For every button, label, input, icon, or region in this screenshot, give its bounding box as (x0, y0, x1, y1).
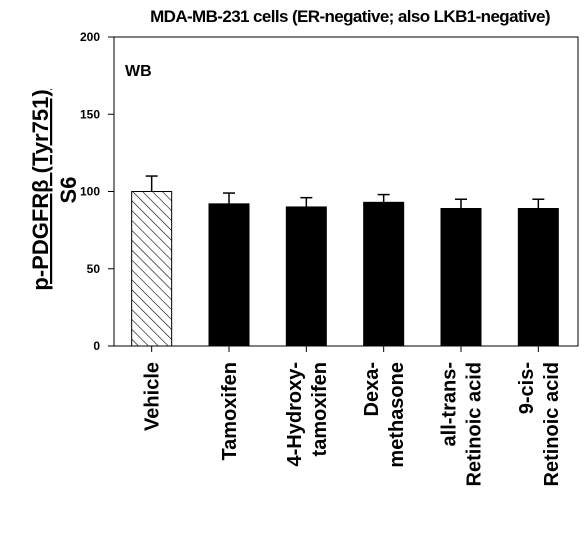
plot-frame (114, 37, 578, 346)
y-axis-label-numerator: p-PDGFRβ (Tyr751) (28, 89, 53, 290)
y-axis-label: p-PDGFRβ (Tyr751) S6 (28, 89, 81, 290)
y-tick-label: 0 (93, 339, 100, 353)
x-category-label-line: all-trans- (439, 362, 461, 446)
y-tick-label: 50 (87, 262, 101, 276)
x-category-label-line: 9-cis- (516, 362, 538, 414)
x-category-label-line: tamoxifen (309, 362, 331, 456)
x-category-label: 4-Hydroxy-tamoxifen (284, 362, 331, 466)
wb-annotation: WB (125, 63, 152, 80)
x-category-label: Vehicle (142, 362, 164, 431)
bar (518, 208, 558, 346)
x-category-label: Dexa-methasone (361, 362, 408, 468)
x-category-label-line: Tamoxifen (219, 362, 241, 461)
x-category-label: Tamoxifen (219, 362, 241, 461)
x-category-label-line: Retinoic acid (464, 362, 486, 486)
x-category-label-line: Retinoic acid (541, 362, 563, 486)
x-category-label-line: 4-Hydroxy- (284, 362, 306, 466)
chart-title: MDA-MB-231 cells (ER-negative; also LKB1… (150, 7, 550, 26)
x-category-label: all-trans- Retinoic acid (439, 362, 486, 486)
x-category-label-line: methasone (386, 362, 408, 468)
x-category-label-line: Vehicle (142, 362, 164, 431)
bar (132, 192, 172, 347)
bar (364, 202, 404, 346)
y-tick-label: 200 (80, 30, 100, 44)
y-tick-label: 150 (80, 107, 100, 121)
bar (441, 208, 481, 346)
bars (132, 176, 559, 346)
x-category-label-line: Dexa- (361, 362, 383, 416)
x-category-label: 9-cis- Retinoic acid (516, 362, 563, 486)
y-tick-label: 100 (80, 185, 100, 199)
bar (209, 204, 249, 346)
x-tick-labels: Vehicle Tamoxifen 4-Hydroxy-tamoxifen Dexa-… (142, 362, 563, 486)
bar (286, 207, 326, 346)
y-axis-label-denominator: S6 (56, 177, 81, 204)
